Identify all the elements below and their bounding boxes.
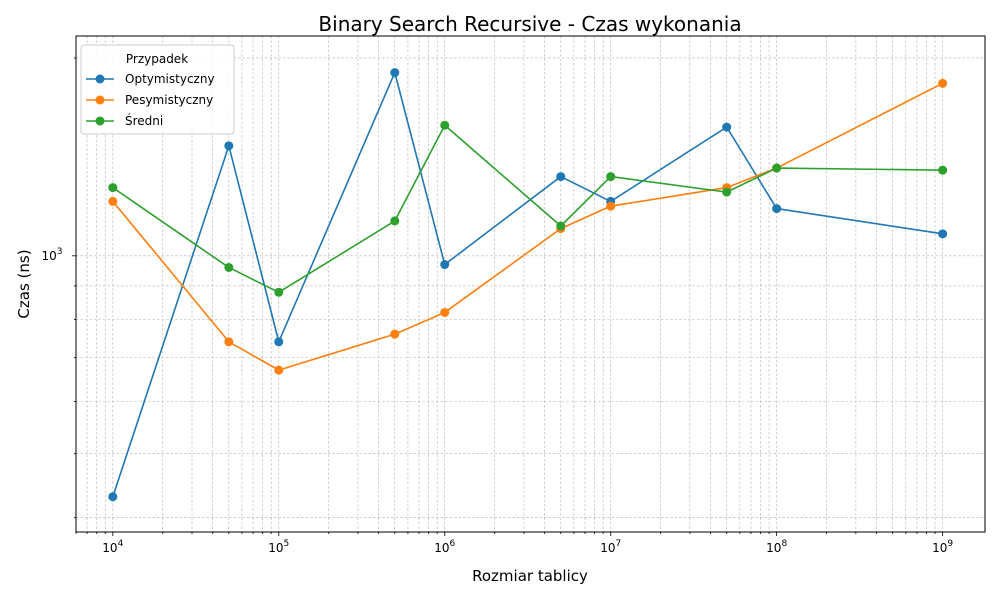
data-point bbox=[224, 262, 234, 272]
data-point bbox=[772, 204, 782, 214]
legend-item: Pesymistyczny bbox=[86, 93, 213, 107]
y-tick-label: 103 bbox=[41, 247, 62, 263]
ticks: 104 105 106 107 108 109 103 bbox=[41, 57, 953, 555]
legend-label: Optymistyczny bbox=[125, 72, 215, 86]
data-point bbox=[224, 337, 234, 347]
data-point bbox=[556, 221, 566, 231]
data-point bbox=[772, 163, 782, 173]
legend-box bbox=[80, 44, 235, 135]
data-point bbox=[274, 287, 284, 297]
data-point bbox=[440, 120, 450, 130]
legend-item: Średni bbox=[86, 113, 163, 128]
x-axis-label: Rozmiar tablicy bbox=[472, 567, 588, 585]
legend-swatch-marker bbox=[95, 74, 105, 84]
x-tick-label: 104 bbox=[102, 539, 123, 555]
data-point bbox=[938, 78, 948, 88]
data-point bbox=[390, 329, 400, 339]
data-point bbox=[606, 172, 616, 182]
data-point bbox=[108, 492, 118, 502]
x-tick-label: 108 bbox=[766, 539, 787, 555]
x-tick-label: 107 bbox=[600, 539, 621, 555]
series-line bbox=[112, 124, 943, 294]
data-point bbox=[606, 201, 616, 211]
legend-swatch-marker bbox=[95, 116, 105, 126]
data-point bbox=[722, 122, 732, 132]
data-point bbox=[224, 141, 234, 151]
data-point bbox=[108, 183, 118, 193]
series-2 bbox=[108, 120, 948, 297]
series-0 bbox=[108, 68, 948, 502]
data-point bbox=[108, 196, 118, 206]
legend-label: Pesymistyczny bbox=[125, 93, 213, 107]
legend-label: Średni bbox=[125, 113, 163, 128]
series bbox=[108, 68, 948, 502]
series-line bbox=[112, 71, 943, 497]
legend-item: Optymistyczny bbox=[86, 72, 215, 86]
legend-swatch-marker bbox=[95, 95, 105, 105]
chart-title: Binary Search Recursive - Czas wykonania bbox=[318, 12, 741, 36]
data-point bbox=[440, 260, 450, 270]
data-point bbox=[938, 165, 948, 175]
data-point bbox=[722, 187, 732, 197]
series-line bbox=[112, 82, 943, 371]
data-point bbox=[274, 365, 284, 375]
y-axis-label: Czas (ns) bbox=[15, 249, 33, 318]
legend-title: Przypadek bbox=[126, 52, 188, 66]
data-point bbox=[440, 307, 450, 317]
data-point bbox=[390, 216, 400, 226]
legend: Przypadek Optymistyczny Pesymistyczny Śred… bbox=[80, 44, 235, 135]
data-point bbox=[274, 337, 284, 347]
x-tick-label: 109 bbox=[932, 539, 953, 555]
legend-items: Optymistyczny Pesymistyczny Średni bbox=[86, 72, 215, 128]
plot-frame bbox=[75, 35, 986, 533]
data-point bbox=[556, 172, 566, 182]
x-tick-label: 105 bbox=[268, 539, 289, 555]
data-point bbox=[390, 68, 400, 78]
data-point bbox=[938, 229, 948, 239]
x-tick-label: 106 bbox=[434, 539, 455, 555]
